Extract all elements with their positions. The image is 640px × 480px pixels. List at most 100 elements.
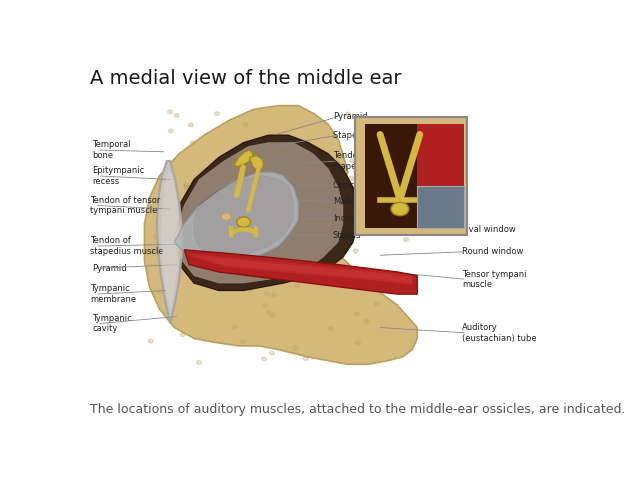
Circle shape bbox=[368, 199, 372, 203]
Text: Incus: Incus bbox=[333, 214, 355, 223]
Polygon shape bbox=[157, 161, 182, 324]
Circle shape bbox=[168, 129, 173, 132]
Text: Tympanic
cavity: Tympanic cavity bbox=[92, 314, 132, 334]
Text: Tendon of
stapedius muscle: Tendon of stapedius muscle bbox=[90, 236, 164, 256]
Circle shape bbox=[150, 250, 156, 253]
Circle shape bbox=[296, 165, 301, 168]
Circle shape bbox=[231, 267, 236, 270]
Circle shape bbox=[323, 257, 328, 261]
Circle shape bbox=[333, 282, 338, 286]
Circle shape bbox=[391, 203, 409, 216]
Polygon shape bbox=[250, 156, 264, 170]
Circle shape bbox=[225, 213, 230, 216]
Circle shape bbox=[237, 217, 251, 227]
Text: Temporal
bone: Temporal bone bbox=[92, 140, 131, 160]
Circle shape bbox=[375, 302, 380, 306]
Polygon shape bbox=[145, 106, 417, 364]
Circle shape bbox=[241, 340, 246, 344]
Circle shape bbox=[293, 346, 298, 350]
Circle shape bbox=[369, 154, 374, 158]
Circle shape bbox=[340, 164, 346, 168]
Polygon shape bbox=[174, 172, 298, 264]
Polygon shape bbox=[194, 176, 293, 257]
Circle shape bbox=[349, 271, 354, 275]
Circle shape bbox=[243, 123, 248, 126]
Circle shape bbox=[174, 114, 179, 117]
Circle shape bbox=[355, 177, 360, 181]
FancyArrowPatch shape bbox=[248, 168, 259, 210]
Circle shape bbox=[367, 131, 372, 134]
Text: Pyramid: Pyramid bbox=[92, 264, 127, 273]
Circle shape bbox=[264, 264, 269, 268]
Circle shape bbox=[180, 333, 185, 336]
Circle shape bbox=[398, 215, 403, 218]
Text: Round window: Round window bbox=[462, 247, 524, 256]
Text: Ossicles:: Ossicles: bbox=[333, 180, 370, 190]
Circle shape bbox=[158, 290, 163, 293]
Circle shape bbox=[224, 200, 229, 203]
Text: Epitympanic
recess: Epitympanic recess bbox=[92, 166, 145, 186]
Text: Oval window: Oval window bbox=[462, 225, 516, 234]
Circle shape bbox=[221, 213, 231, 220]
Text: Stapes: Stapes bbox=[333, 230, 362, 240]
Polygon shape bbox=[161, 168, 179, 309]
Circle shape bbox=[170, 211, 175, 214]
Text: Pyramid: Pyramid bbox=[333, 112, 367, 121]
Circle shape bbox=[376, 182, 381, 186]
Circle shape bbox=[303, 357, 308, 360]
Circle shape bbox=[353, 249, 358, 252]
Polygon shape bbox=[234, 150, 253, 167]
Circle shape bbox=[267, 216, 272, 219]
Circle shape bbox=[172, 189, 177, 192]
Circle shape bbox=[324, 240, 330, 244]
Circle shape bbox=[154, 235, 158, 239]
Polygon shape bbox=[189, 255, 412, 285]
Circle shape bbox=[403, 238, 408, 241]
FancyArrowPatch shape bbox=[237, 168, 243, 195]
Circle shape bbox=[248, 288, 253, 292]
Circle shape bbox=[275, 236, 280, 239]
Circle shape bbox=[317, 150, 323, 153]
Polygon shape bbox=[184, 250, 417, 294]
Circle shape bbox=[270, 313, 275, 317]
Text: Tensor tympani
muscle: Tensor tympani muscle bbox=[462, 270, 527, 289]
Text: Tendon of
stapedius muscle: Tendon of stapedius muscle bbox=[333, 151, 406, 171]
Circle shape bbox=[222, 191, 227, 195]
Circle shape bbox=[180, 219, 185, 223]
Circle shape bbox=[390, 181, 395, 185]
Circle shape bbox=[349, 176, 354, 180]
FancyBboxPatch shape bbox=[365, 124, 457, 228]
FancyBboxPatch shape bbox=[417, 124, 463, 228]
Circle shape bbox=[184, 182, 189, 186]
Circle shape bbox=[165, 255, 170, 259]
Circle shape bbox=[345, 112, 350, 116]
Circle shape bbox=[184, 186, 189, 190]
Circle shape bbox=[204, 189, 209, 193]
Circle shape bbox=[186, 233, 191, 237]
Circle shape bbox=[271, 293, 276, 297]
Text: A medial view of the middle ear: A medial view of the middle ear bbox=[90, 69, 401, 88]
Circle shape bbox=[301, 194, 307, 198]
Circle shape bbox=[168, 110, 173, 114]
Circle shape bbox=[264, 292, 269, 296]
Circle shape bbox=[200, 257, 205, 261]
Text: Tendon of tensor
tympani muscle: Tendon of tensor tympani muscle bbox=[90, 196, 160, 215]
FancyBboxPatch shape bbox=[355, 117, 467, 235]
FancyBboxPatch shape bbox=[417, 186, 463, 228]
Circle shape bbox=[232, 325, 237, 329]
Circle shape bbox=[349, 159, 355, 163]
Circle shape bbox=[301, 273, 305, 276]
Text: Stapedius muscle: Stapedius muscle bbox=[333, 131, 408, 140]
Circle shape bbox=[315, 219, 320, 223]
Polygon shape bbox=[169, 135, 358, 290]
Polygon shape bbox=[174, 143, 343, 283]
Text: Tympanic
membrane: Tympanic membrane bbox=[90, 285, 136, 304]
Circle shape bbox=[148, 339, 153, 343]
Circle shape bbox=[334, 160, 339, 164]
Circle shape bbox=[356, 191, 362, 194]
Polygon shape bbox=[189, 253, 412, 283]
Circle shape bbox=[294, 284, 300, 288]
Circle shape bbox=[266, 310, 271, 314]
Circle shape bbox=[328, 326, 333, 330]
Circle shape bbox=[190, 141, 195, 144]
